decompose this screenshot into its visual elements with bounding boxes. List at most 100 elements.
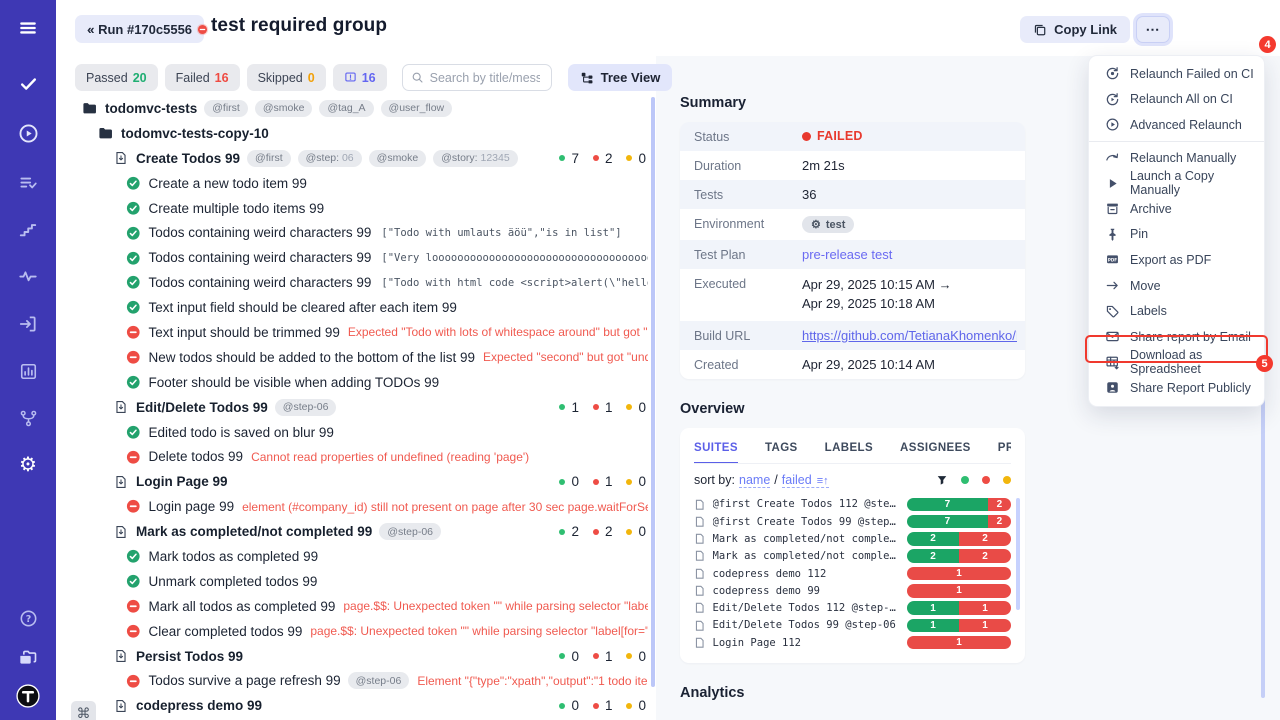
tree-row-passed[interactable]: Create a new todo item 99 [78,171,648,196]
menu-item-label: Download as Spreadsheet [1130,348,1203,377]
tree-row-suite[interactable]: Persist Todos 99 0 1 0 [78,643,648,669]
skipped-filter[interactable]: Skipped 0 [246,64,326,91]
test-title: todomvc-tests [105,100,198,116]
overview-suite-row[interactable]: Login Page 112 1 [694,634,1011,651]
menu-item-share-report-publicly[interactable]: Share Report Publicly [1089,375,1264,401]
more-actions-button[interactable]: ⋯ [1136,16,1170,43]
tree-row-suite[interactable]: Edit/Delete Todos 99 @step-06 1 1 0 [78,394,648,420]
test-plans-icon[interactable] [14,169,42,197]
tree-row-passed[interactable]: Text input field should be cleared after… [78,295,648,320]
suite-name: Edit/Delete Todos 112 @step-… [712,602,896,615]
menu-item-pin[interactable]: Pin [1089,222,1264,248]
failed-filter[interactable]: Failed 16 [164,64,240,91]
tree-row-failed[interactable]: Delete todos 99 Cannot read properties of… [78,444,648,469]
suite-doc-icon [114,151,128,165]
tree-view-button[interactable]: Tree View [567,64,673,91]
tab-labels[interactable]: LABELS [824,441,874,454]
failed-icon [126,325,141,340]
tree-row-suite[interactable]: Create Todos 99 @first @step: 06 @smoke @sto… [78,145,648,171]
menu-item-download-as-spreadsheet[interactable]: Download as Spreadsheet [1089,348,1264,377]
suite-name: @first Create Todos 112 @ste… [712,498,896,511]
help-icon[interactable]: ? [14,604,42,632]
search-input[interactable] [429,70,540,85]
menu-item-labels[interactable]: Labels [1089,298,1264,324]
tree-row-passed[interactable]: Create multiple todo items 99 [78,196,648,221]
test-plan-link[interactable]: pre-release test [802,247,893,262]
tree-row-failed[interactable]: Mark all todos as completed 99 page.$$: U… [78,594,648,619]
tree-row-suite[interactable]: Mark as completed/not completed 99 @step-… [78,519,648,545]
summary-value[interactable]: https://github.com/TetianaKhomenko/Load-… [802,328,1017,343]
overview-scrollbar[interactable] [1016,497,1020,610]
tree-row-passed[interactable]: Footer should be visible when adding TOD… [78,370,648,395]
sort-by-failed-link[interactable]: failed ≡↑ [781,472,829,488]
tree-row-suite[interactable]: codepress demo 99 0 1 0 [78,693,648,719]
passed-filter[interactable]: Passed 20 [75,64,158,91]
summary-value[interactable]: pre-release test [802,247,1011,262]
menu-item-launch-a-copy-manually[interactable]: Launch a Copy Manually [1089,169,1264,197]
tree-row-failed[interactable]: Todos survive a page refresh 99 @step-06 E… [78,668,648,693]
tree-row-folder[interactable]: todomvc-tests @first @smoke @tag_A @user_flo… [78,96,648,121]
menu-item-relaunch-failed-on-ci[interactable]: Relaunch Failed on CI [1089,61,1264,87]
failed-dot-filter[interactable] [982,476,990,485]
tree-view-label: Tree View [600,70,661,85]
menu-item-archive[interactable]: Archive [1089,196,1264,222]
copy-link-button[interactable]: Copy Link [1020,16,1130,43]
overview-suite-row[interactable]: Edit/Delete Todos 112 @step-… 1 1 [694,599,1011,616]
app-logo[interactable] [14,682,42,710]
overview-suite-row[interactable]: codepress demo 99 1 [694,582,1011,599]
reports-chart-icon[interactable] [14,357,42,385]
tree-row-folder[interactable]: todomvc-tests-copy-10 [78,121,648,146]
menu-item-relaunch-all-on-ci[interactable]: Relaunch All on CI [1089,87,1264,113]
menu-item-export-as-pdf[interactable]: PDF Export as PDF [1089,247,1264,273]
tree-row-failed[interactable]: Clear completed todos 99 page.$$: Unexpec… [78,619,648,644]
tree-scrollbar[interactable] [651,97,655,687]
tests-check-icon[interactable] [14,69,42,97]
tab-suites[interactable]: SUITES [694,438,738,463]
menu-item-share-report-by-email[interactable]: Share report by Email [1089,324,1264,350]
passed-dot-filter[interactable] [961,476,969,485]
filter-funnel-icon[interactable] [936,474,948,486]
branches-icon[interactable] [14,404,42,432]
overview-suite-row[interactable]: codepress demo 112 1 [694,565,1011,582]
menu-item-relaunch-manually[interactable]: Relaunch Manually [1089,145,1264,171]
tab-tags[interactable]: TAGS [764,441,798,454]
menu-item-move[interactable]: Move [1089,273,1264,299]
tab-priority[interactable]: PRIORITY [997,441,1011,454]
hamburger-menu-icon[interactable] [14,14,42,42]
tree-row-passed[interactable]: Unmark completed todos 99 [78,569,648,594]
tree-row-passed[interactable]: Todos containing weird characters 99 ["To… [78,220,648,245]
milestones-steps-icon[interactable] [14,216,42,244]
tree-row-suite[interactable]: Login Page 99 0 1 0 [78,469,648,495]
back-to-run-button[interactable]: « « Run #170c5556 [75,15,205,43]
overview-suite-row[interactable]: @first Create Todos 112 @ste… 7 2 [694,496,1011,513]
tree-row-passed[interactable]: Edited todo is saved on blur 99 [78,420,648,445]
tree-row-passed[interactable]: Todos containing weird characters 99 ["To… [78,270,648,295]
projects-folder-icon[interactable] [14,643,42,671]
overview-suite-row[interactable]: Mark as completed/not comple… 2 2 [694,530,1011,547]
tab-assignees[interactable]: ASSIGNEES [900,441,971,454]
tree-row-failed[interactable]: Login page 99 element (#company_id) still… [78,494,648,519]
overview-suite-row[interactable]: Edit/Delete Todos 99 @step-06 1 1 [694,617,1011,634]
tree-row-failed[interactable]: New todos should be added to the bottom … [78,345,648,370]
pulse-activity-icon[interactable] [14,262,42,290]
menu-item-advanced-relaunch[interactable]: Advanced Relaunch [1089,112,1264,138]
tree-row-passed[interactable]: Todos containing weird characters 99 ["Ve… [78,245,648,270]
keyboard-shortcut-chip[interactable]: ⌘ [71,701,96,720]
test-parameters: ["Todo with html code <script>alert(\"he… [381,276,648,289]
runs-play-icon[interactable] [14,119,42,147]
overview-suite-row[interactable]: Mark as completed/not comple… 2 2 [694,548,1011,565]
tree-row-failed[interactable]: Text input should be trimmed 99 Expected … [78,320,648,345]
skipped-dot-filter[interactable] [1003,476,1011,485]
sort-by-name-link[interactable]: name [739,472,771,488]
passed-icon [126,574,141,589]
import-icon[interactable] [14,310,42,338]
settings-gear-icon[interactable]: ⚙ [19,454,37,476]
build-url-link[interactable]: https://github.com/TetianaKhomenko/Load-… [802,327,1017,343]
failed-count: 16 [214,70,229,85]
comments-filter[interactable]: 16 [332,64,387,91]
tree-row-passed[interactable]: Mark todos as completed 99 [78,544,648,569]
overview-suite-row[interactable]: @first Create Todos 99 @step… 7 2 [694,513,1011,530]
page-scrollbar[interactable] [1261,392,1265,698]
overview-card: SUITES TAGS LABELS ASSIGNEES PRIORITY sort b… [680,427,1025,664]
